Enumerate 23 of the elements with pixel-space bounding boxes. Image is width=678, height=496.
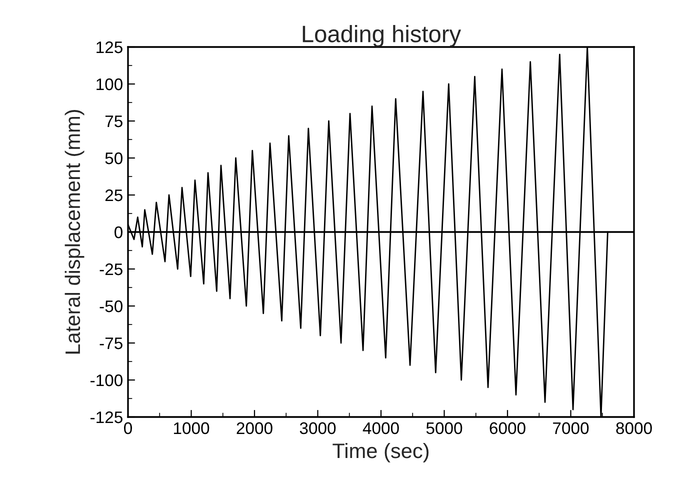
y-tick-label: 75: [105, 116, 122, 128]
y-tick-label: 100: [96, 78, 122, 90]
y-tick-label: 125: [96, 41, 122, 54]
x-tick-label: 0: [124, 422, 132, 434]
x-tick-label: 8000: [616, 422, 652, 434]
x-tick-label: 1000: [174, 422, 210, 434]
x-tick-label: 3000: [300, 422, 336, 434]
x-tick-label: 6000: [490, 422, 526, 434]
y-tick-label: -75: [100, 338, 122, 350]
y-tick-label: -125: [90, 411, 122, 424]
x-tick-label: 7000: [553, 422, 589, 434]
x-tick-label: 4000: [362, 422, 399, 434]
y-tick-label: 50: [105, 152, 122, 164]
chart-title: Loading history: [302, 24, 462, 47]
x-tick-label: 2000: [236, 422, 272, 434]
y-tick-label: -50: [100, 300, 122, 312]
y-tick-label: -25: [100, 263, 122, 276]
y-tick-label: 0: [114, 226, 122, 238]
y-tick-label: 25: [105, 189, 122, 202]
y-axis-title: Lateral displacement (mm): [64, 110, 84, 354]
y-tick-label: -100: [90, 374, 122, 386]
x-axis-title: Time (sec): [332, 442, 429, 462]
x-tick-label: 5000: [426, 422, 462, 434]
